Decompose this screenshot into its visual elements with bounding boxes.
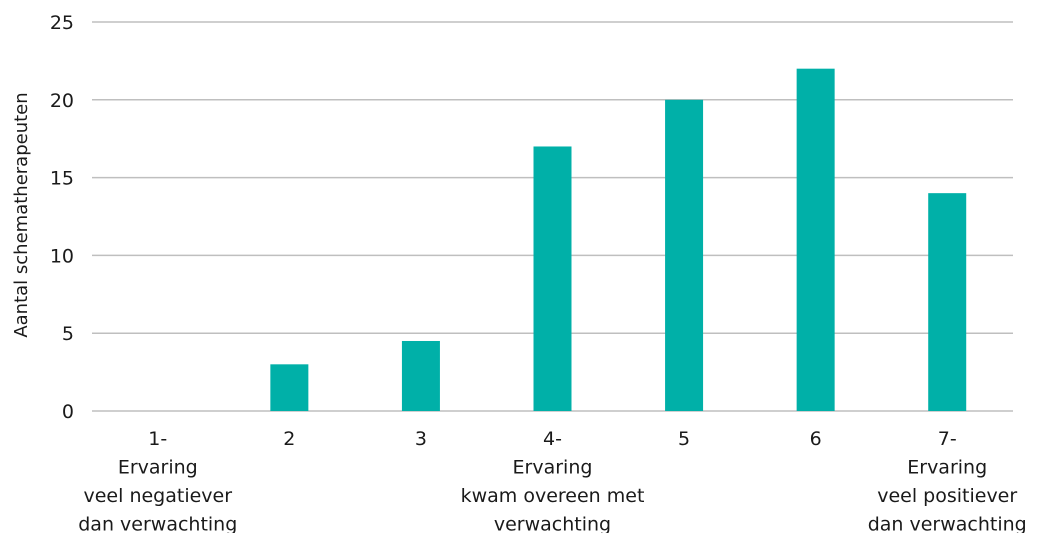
x-category-label: 7- Ervaring veel positiever dan verwachting [868, 428, 1027, 533]
bar [928, 193, 967, 411]
y-tick-label: 10 [50, 245, 74, 267]
bar [665, 99, 704, 412]
x-category-label-line: Ervaring [907, 457, 987, 479]
x-category-label-line: veel positiever [877, 485, 1017, 507]
x-category-label-line: 6 [810, 428, 822, 450]
y-tick-label: 15 [50, 168, 74, 190]
x-category-label-line: 2 [283, 428, 295, 450]
x-category-label-line: Ervaring [118, 457, 198, 479]
x-category-label-line: 3 [415, 428, 427, 450]
x-category-label: 1- Ervaring veel negatiever dan verwachting [78, 428, 237, 533]
y-tick-label: 5 [62, 323, 74, 345]
y-axis-title: Aantal schematherapeuten [11, 92, 32, 337]
x-category-label-line: 1- [148, 428, 167, 450]
x-category-label: 5 [678, 428, 690, 450]
bar [401, 340, 440, 411]
y-tick-label: 25 [50, 12, 74, 34]
x-category-label: 4- Ervaring kwam overeen met verwachting [461, 428, 645, 533]
x-category-label-line: 4- [543, 428, 562, 450]
bar [533, 146, 572, 412]
y-tick-label: 0 [62, 401, 74, 423]
x-category-label-line: veel negatiever [84, 485, 233, 507]
x-category-label-line: Ervaring [513, 457, 593, 479]
x-category-label-line: 5 [678, 428, 690, 450]
x-category-label: 6 [810, 428, 822, 450]
y-axis-ticks: 0 5 10 15 20 25 [50, 12, 74, 423]
bar [796, 68, 835, 412]
x-category-label: 3 [415, 428, 427, 450]
x-category-label-line: 7- [938, 428, 957, 450]
x-category-label-line: verwachting [494, 514, 611, 533]
x-category-label-line: dan verwachting [868, 514, 1027, 533]
x-category-label-line: dan verwachting [78, 514, 237, 533]
x-axis-labels: 1- Ervaring veel negatiever dan verwachting… [78, 428, 1026, 533]
y-tick-label: 20 [50, 90, 74, 112]
x-category-label: 2 [283, 428, 295, 450]
bars [270, 68, 967, 412]
bar [270, 364, 309, 411]
x-category-label-line: kwam overeen met [461, 485, 645, 507]
